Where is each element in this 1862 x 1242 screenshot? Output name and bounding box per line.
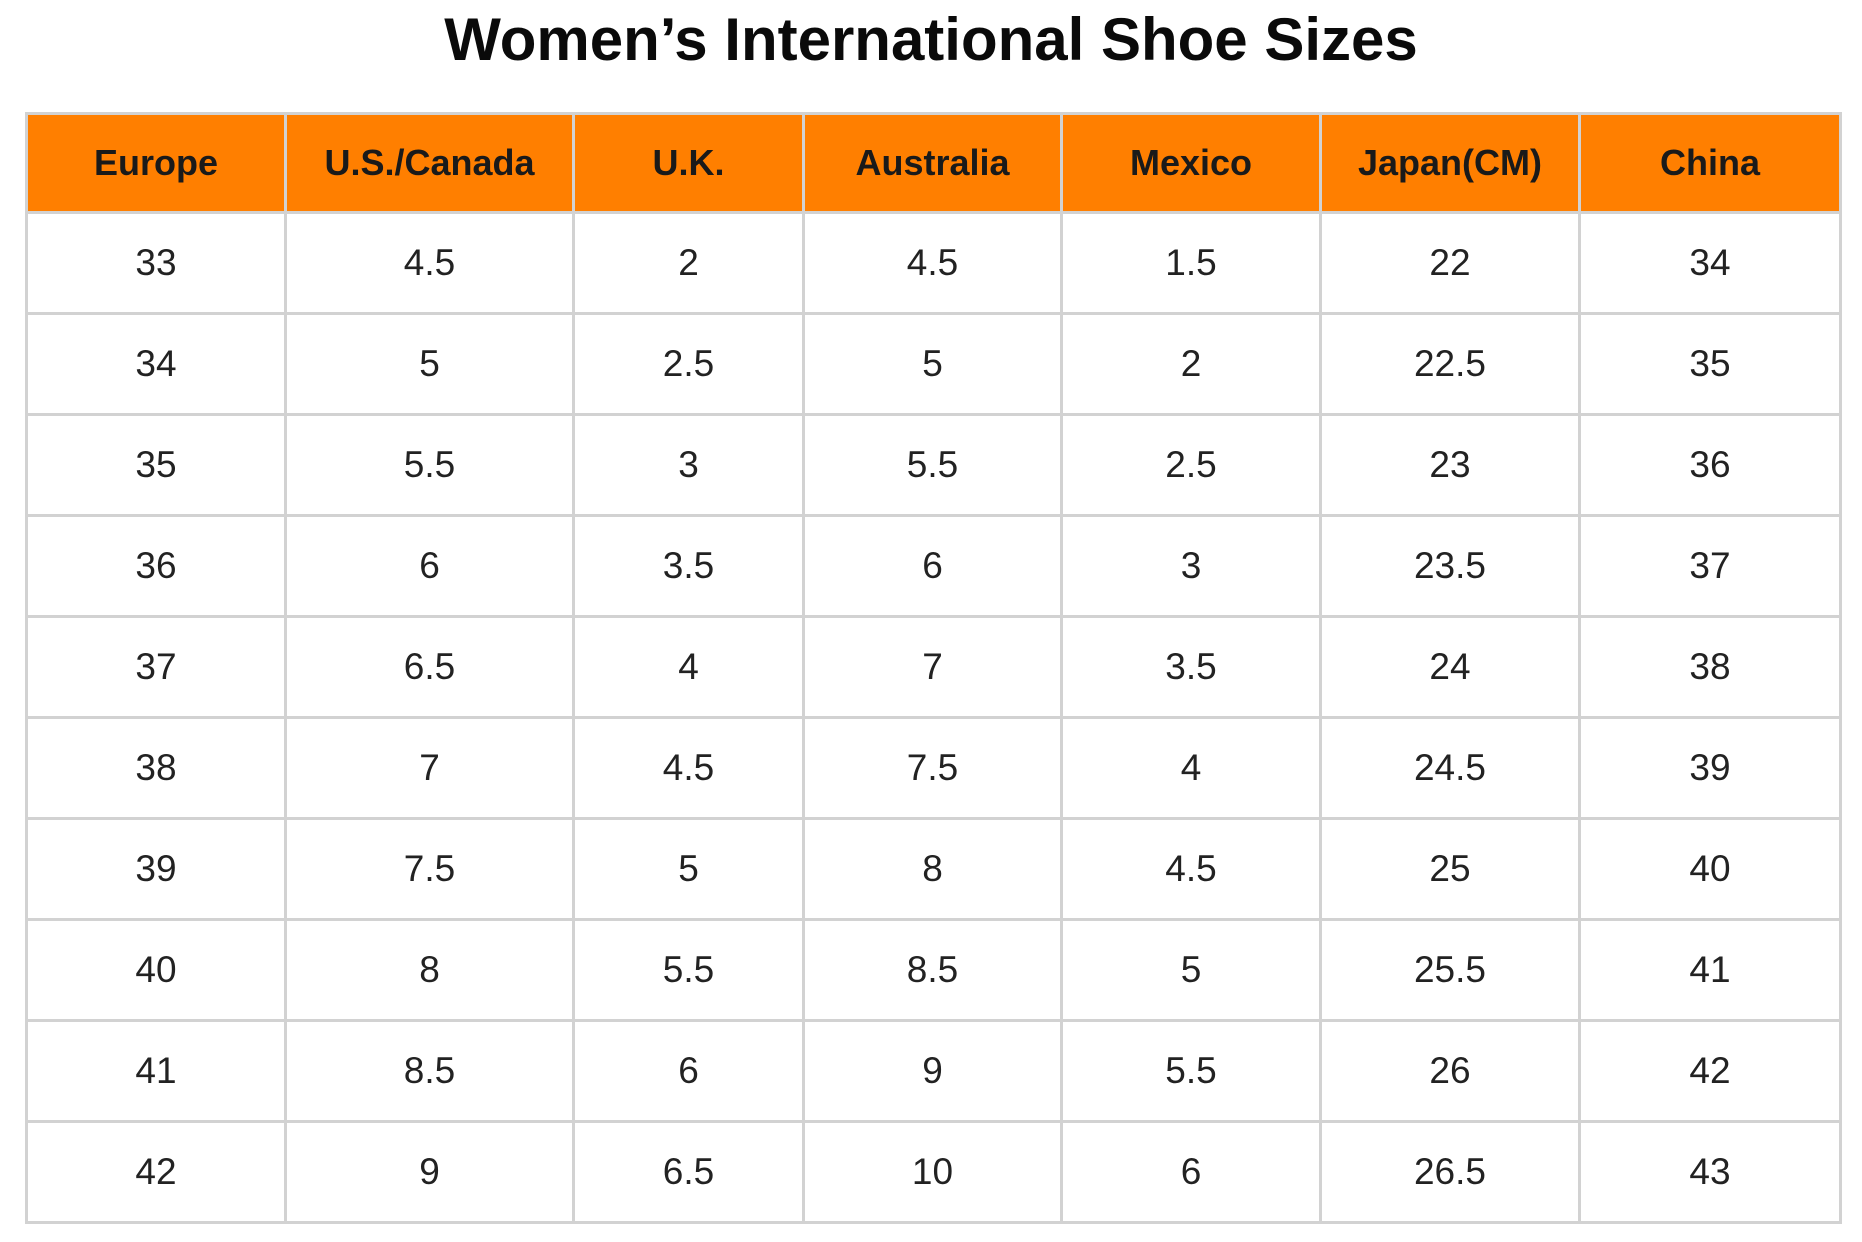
- table-row: 42 9 6.5 10 6 26.5 43: [25, 1120, 1842, 1224]
- table-cell: 25: [1319, 817, 1581, 921]
- table-cell: 5: [802, 312, 1063, 416]
- table-cell: 39: [1578, 716, 1842, 820]
- column-header: Australia: [802, 112, 1063, 214]
- table-cell: 4.5: [1060, 817, 1322, 921]
- table-cell: 37: [1578, 514, 1842, 618]
- table-cell: 24: [1319, 615, 1581, 719]
- table-row: 35 5.5 3 5.5 2.5 23 36: [25, 413, 1842, 517]
- table-cell: 3: [1060, 514, 1322, 618]
- table-cell: 5: [1060, 918, 1322, 1022]
- table-cell: 6: [802, 514, 1063, 618]
- table-cell: 1.5: [1060, 211, 1322, 315]
- table-cell: 36: [25, 514, 287, 618]
- table-row: 39 7.5 5 8 4.5 25 40: [25, 817, 1842, 921]
- table-row: 38 7 4.5 7.5 4 24.5 39: [25, 716, 1842, 820]
- table-cell: 25.5: [1319, 918, 1581, 1022]
- table-cell: 5: [284, 312, 575, 416]
- column-header: Europe: [25, 112, 287, 214]
- table-cell: 38: [1578, 615, 1842, 719]
- table-cell: 23: [1319, 413, 1581, 517]
- table-cell: 8: [802, 817, 1063, 921]
- table-cell: 3: [572, 413, 805, 517]
- table-cell: 26.5: [1319, 1120, 1581, 1224]
- table-cell: 40: [25, 918, 287, 1022]
- table-cell: 2.5: [572, 312, 805, 416]
- column-header: U.K.: [572, 112, 805, 214]
- table-cell: 8.5: [802, 918, 1063, 1022]
- table-cell: 43: [1578, 1120, 1842, 1224]
- table-cell: 6: [284, 514, 575, 618]
- table-cell: 5.5: [284, 413, 575, 517]
- table-cell: 26: [1319, 1019, 1581, 1123]
- table-cell: 4: [1060, 716, 1322, 820]
- page-title: Women’s International Shoe Sizes: [444, 6, 1418, 73]
- table-cell: 6: [1060, 1120, 1322, 1224]
- table-row: 41 8.5 6 9 5.5 26 42: [25, 1019, 1842, 1123]
- table-cell: 2: [572, 211, 805, 315]
- table-cell: 4.5: [572, 716, 805, 820]
- table-cell: 39: [25, 817, 287, 921]
- table-cell: 22.5: [1319, 312, 1581, 416]
- table-cell: 6: [572, 1019, 805, 1123]
- table-cell: 7: [284, 716, 575, 820]
- table-cell: 41: [1578, 918, 1842, 1022]
- table-row: 36 6 3.5 6 3 23.5 37: [25, 514, 1842, 618]
- table-cell: 24.5: [1319, 716, 1581, 820]
- table-cell: 4: [572, 615, 805, 719]
- shoe-size-table: Europe U.S./Canada U.K. Australia Mexico Japa…: [25, 112, 1842, 1224]
- column-header: China: [1578, 112, 1842, 214]
- table-cell: 34: [25, 312, 287, 416]
- table-cell: 7.5: [802, 716, 1063, 820]
- table-cell: 7: [802, 615, 1063, 719]
- column-header: Japan(CM): [1319, 112, 1581, 214]
- table-row: 40 8 5.5 8.5 5 25.5 41: [25, 918, 1842, 1022]
- table-cell: 37: [25, 615, 287, 719]
- table-cell: 8.5: [284, 1019, 575, 1123]
- table-cell: 3.5: [1060, 615, 1322, 719]
- table-cell: 2: [1060, 312, 1322, 416]
- table-cell: 6.5: [572, 1120, 805, 1224]
- table-cell: 5.5: [802, 413, 1063, 517]
- table-cell: 38: [25, 716, 287, 820]
- table-cell: 2.5: [1060, 413, 1322, 517]
- table-cell: 33: [25, 211, 287, 315]
- table-cell: 10: [802, 1120, 1063, 1224]
- table-header-row: Europe U.S./Canada U.K. Australia Mexico Japa…: [25, 112, 1842, 214]
- table-cell: 5.5: [1060, 1019, 1322, 1123]
- table-cell: 3.5: [572, 514, 805, 618]
- table-cell: 4.5: [284, 211, 575, 315]
- table-cell: 23.5: [1319, 514, 1581, 618]
- table-cell: 42: [25, 1120, 287, 1224]
- column-header: Mexico: [1060, 112, 1322, 214]
- table-cell: 5: [572, 817, 805, 921]
- table-cell: 4.5: [802, 211, 1063, 315]
- table-cell: 22: [1319, 211, 1581, 315]
- table-cell: 8: [284, 918, 575, 1022]
- table-cell: 9: [802, 1019, 1063, 1123]
- table-cell: 5.5: [572, 918, 805, 1022]
- table-cell: 42: [1578, 1019, 1842, 1123]
- table-row: 33 4.5 2 4.5 1.5 22 34: [25, 211, 1842, 315]
- table-cell: 6.5: [284, 615, 575, 719]
- table-row: 34 5 2.5 5 2 22.5 35: [25, 312, 1842, 416]
- table-cell: 35: [1578, 312, 1842, 416]
- column-header: U.S./Canada: [284, 112, 575, 214]
- table-cell: 40: [1578, 817, 1842, 921]
- table-cell: 41: [25, 1019, 287, 1123]
- table-cell: 36: [1578, 413, 1842, 517]
- table-cell: 9: [284, 1120, 575, 1224]
- table-cell: 35: [25, 413, 287, 517]
- table-cell: 7.5: [284, 817, 575, 921]
- table-row: 37 6.5 4 7 3.5 24 38: [25, 615, 1842, 719]
- table-cell: 34: [1578, 211, 1842, 315]
